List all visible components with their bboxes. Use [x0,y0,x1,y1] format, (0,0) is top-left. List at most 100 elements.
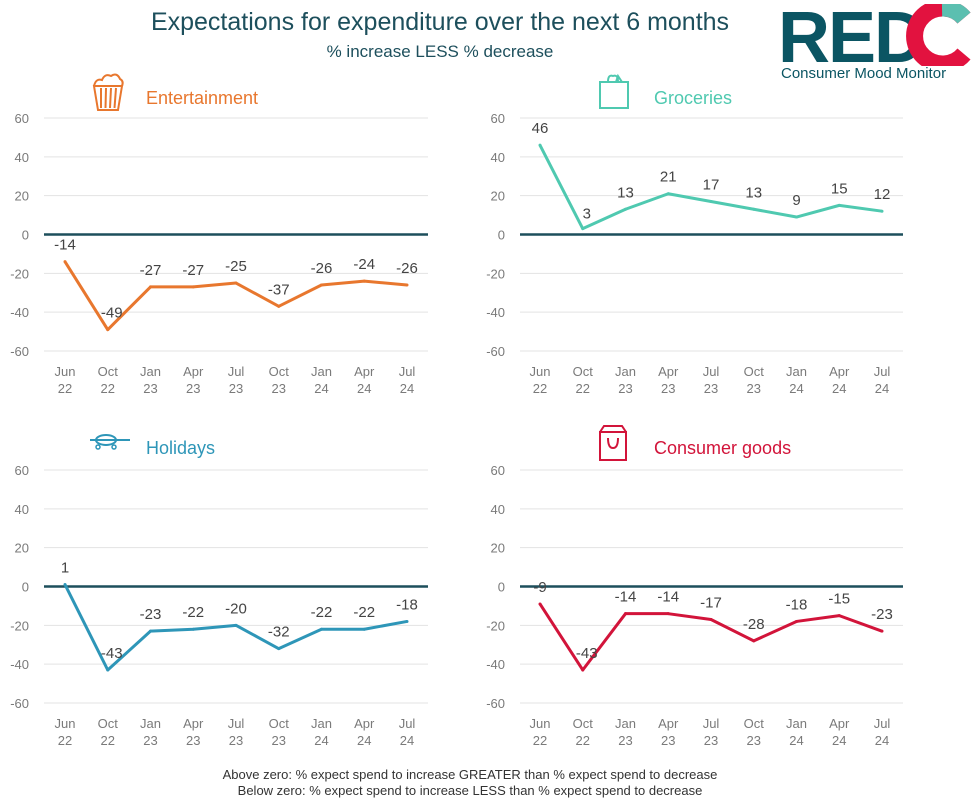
x-tick-label: Jan 24 [786,716,807,748]
data-point [362,279,366,283]
y-tick-label: 60 [15,463,29,478]
chart-title: Holidays [146,438,215,458]
chart-title: Consumer goods [654,438,791,458]
data-label: -24 [353,256,375,273]
data-point [752,207,756,211]
y-tick-label: 60 [491,111,505,126]
data-point [795,619,798,623]
y-tick-label: -60 [10,696,29,711]
x-tick-label: Jun 22 [530,364,551,396]
x-tick-label: Oct 22 [98,716,119,748]
popcorn-icon [92,73,124,111]
data-label: 46 [532,120,549,137]
y-tick-label: 20 [491,541,505,556]
x-tick-label: Jul 23 [228,364,245,396]
data-point [538,143,542,147]
x-tick-label: Oct 23 [744,364,765,396]
data-label: -18 [396,596,418,613]
data-label: -14 [54,237,76,254]
data-label: -27 [140,262,162,279]
data-label: -23 [140,606,162,623]
data-point [581,668,585,672]
x-tick-label: Apr 24 [354,716,375,748]
data-point [538,602,542,606]
data-point [581,227,585,231]
chart-title: Entertainment [146,88,258,108]
chart-title: Groceries [654,88,732,108]
x-tick-label: Apr 24 [354,364,375,396]
data-point [880,209,884,213]
y-tick-label: -20 [486,266,505,281]
data-label: -26 [311,260,333,277]
x-tick-label: Apr 23 [658,364,679,396]
x-tick-label: Jul 24 [399,716,416,748]
x-tick-label: Jul 24 [399,364,416,396]
x-tick-label: Jul 23 [703,364,720,396]
data-label: 12 [874,186,891,203]
data-label: -43 [576,645,598,662]
y-tick-label: 20 [15,541,29,556]
redc-logo-mark: RED [778,4,971,66]
x-tick-label: Jun 22 [530,716,551,748]
data-point [320,283,323,287]
y-tick-label: -20 [486,618,505,633]
x-tick-label: Apr 24 [829,364,850,396]
data-label: -25 [225,258,247,275]
x-tick-label: Apr 23 [658,716,679,748]
y-tick-label: -60 [10,344,29,359]
y-tick-label: 0 [498,580,505,595]
x-tick-label: Jul 23 [703,716,720,748]
x-tick-label: Oct 23 [744,716,765,748]
y-tick-label: 60 [15,111,29,126]
data-label: 9 [792,192,800,209]
data-label: -23 [871,606,893,623]
chart-entertainment: Entertainment 60 40 20 0 -20 -40 -60 Jun 22 Oct 22 J… [10,73,428,396]
data-label: -22 [353,604,375,621]
data-point [405,619,409,623]
svg-text:RED: RED [778,4,924,66]
y-tick-label: -40 [486,657,505,672]
data-point [709,199,713,203]
x-tick-label: Oct 23 [269,364,290,396]
data-point [63,260,67,264]
x-tick-label: Oct 22 [573,364,594,396]
y-tick-label: -60 [486,696,505,711]
data-label: -49 [101,305,123,322]
data-label: 13 [617,184,634,201]
x-tick-label: Apr 23 [183,364,204,396]
data-point [234,281,238,285]
data-label: -28 [743,616,765,633]
footer-note-below: Below zero: % expect spend to increase L… [237,783,703,798]
data-label: 13 [745,184,762,201]
y-tick-label: 0 [498,228,505,243]
data-point [795,215,798,219]
data-point [191,285,195,289]
data-label: 1 [61,560,69,577]
data-point [709,618,713,622]
data-point [277,647,281,651]
data-label: 3 [583,206,591,223]
x-tick-label: Jan 24 [311,716,332,748]
data-point [752,639,756,643]
x-tick-label: Jan 23 [615,364,636,396]
data-label: -14 [657,589,679,606]
y-tick-label: -40 [10,305,29,320]
y-tick-label: 0 [22,580,29,595]
data-point [106,668,110,672]
x-tick-label: Oct 22 [98,364,119,396]
airplane-icon [90,434,130,450]
chart-holidays: Holidays 60 40 20 0 -20 -40 -60 Jun 22 Oct 22 Jan 23 A… [10,434,428,748]
data-point [666,612,670,616]
data-label: -37 [268,281,290,298]
page-title: Expectations for expenditure over the ne… [150,8,730,36]
x-tick-label: Oct 23 [269,716,290,748]
data-label: -15 [828,591,850,608]
x-tick-label: Jul 24 [874,364,891,396]
data-point [149,629,152,633]
y-tick-label: 40 [491,502,505,517]
data-label: -20 [225,600,247,617]
chart-groceries: Groceries 60 40 20 0 -20 -40 -60 Jun 22 Oct 22 Jan 23… [486,73,903,396]
data-label: -22 [311,604,333,621]
